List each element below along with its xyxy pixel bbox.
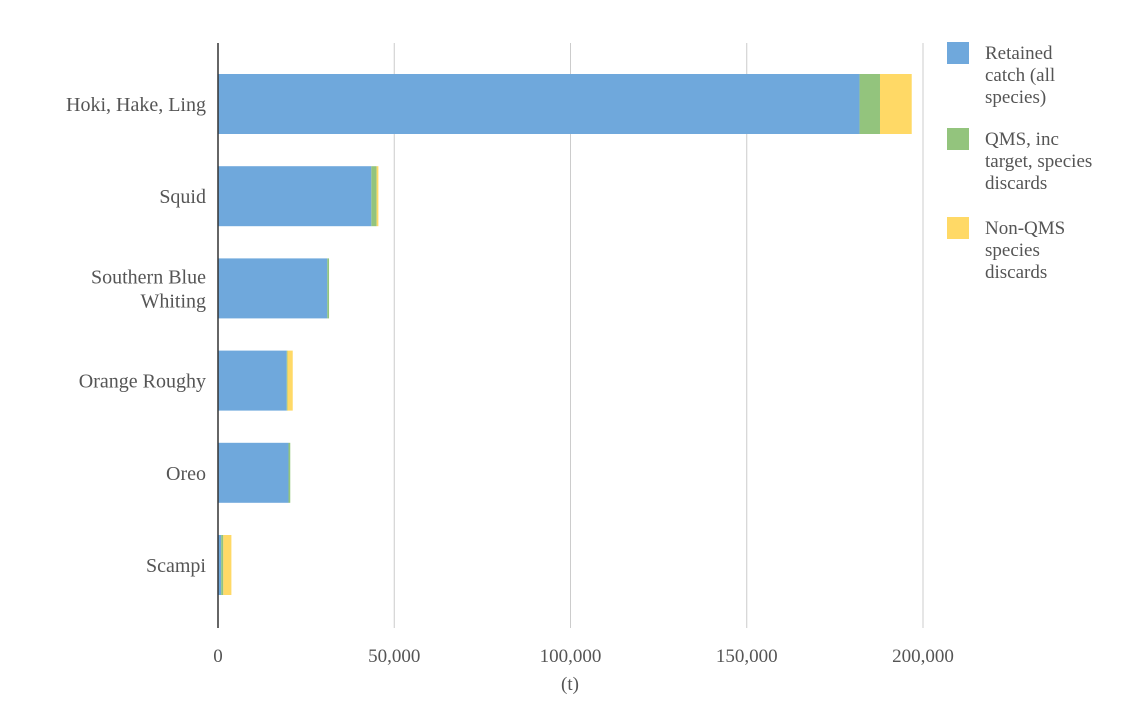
category-label-line: Orange Roughy bbox=[79, 371, 206, 393]
category-label: Orange Roughy bbox=[79, 371, 206, 393]
bar-segment bbox=[221, 535, 224, 595]
legend-label-line: discards bbox=[985, 173, 1047, 194]
legend-label-line: catch (all bbox=[985, 65, 1055, 86]
bar-segment bbox=[286, 350, 288, 411]
legend-label-line: discards bbox=[985, 262, 1047, 283]
legend-label-line: target, species bbox=[985, 151, 1092, 172]
category-label-line: Southern Blue bbox=[91, 266, 206, 288]
bar-segment bbox=[218, 258, 328, 319]
bars bbox=[218, 74, 912, 595]
bar-segment bbox=[879, 74, 912, 134]
category-label-line: Hoki, Hake, Ling bbox=[66, 94, 206, 116]
bar-segment bbox=[218, 442, 289, 503]
category-label: Squid bbox=[159, 186, 206, 208]
legend-swatch bbox=[947, 42, 969, 64]
legend-label: Non-QMS species discards bbox=[985, 218, 1065, 283]
category-label-line: Oreo bbox=[166, 463, 206, 485]
category-label-line: Whiting bbox=[140, 290, 206, 312]
x-tick-label: 50,000 bbox=[368, 646, 420, 667]
bar-segment bbox=[287, 350, 293, 411]
legend-swatch bbox=[947, 128, 969, 150]
bar-segment bbox=[327, 258, 330, 319]
x-tick-label: 150,000 bbox=[716, 646, 778, 667]
bar-segment bbox=[218, 350, 287, 411]
bar-segment bbox=[376, 166, 379, 227]
bar-segment bbox=[218, 74, 860, 134]
category-label: Hoki, Hake, Ling bbox=[66, 94, 206, 116]
category-label: Scampi bbox=[146, 555, 206, 577]
x-tick-label: 100,000 bbox=[540, 646, 602, 667]
category-label-line: Squid bbox=[159, 186, 206, 208]
gridlines bbox=[393, 43, 924, 628]
legend-label-line: Retained bbox=[985, 43, 1053, 64]
category-label: Southern Blue Whiting bbox=[91, 266, 206, 312]
legend-label-line: Non-QMS bbox=[985, 218, 1065, 239]
legend-label: Retained catch (all species) bbox=[985, 43, 1055, 108]
legend-label-line: species) bbox=[985, 87, 1046, 108]
category-label: Oreo bbox=[166, 463, 206, 485]
legend-label-line: species bbox=[985, 240, 1040, 261]
category-labels: Hoki, Hake, Ling Squid Southern Blue Whitin… bbox=[66, 94, 206, 577]
legend-label: QMS, inc target, species discards bbox=[985, 129, 1092, 194]
x-tick-label: 0 bbox=[213, 646, 223, 667]
bar-segment bbox=[218, 166, 372, 227]
bar-segment bbox=[223, 535, 232, 595]
legend: Retained catch (all species) QMS, inc target… bbox=[947, 42, 1092, 283]
x-tick-labels: 0 50,000 100,000 150,000 200,000 bbox=[213, 646, 954, 667]
bar-segment bbox=[859, 74, 880, 134]
legend-label-line: QMS, inc bbox=[985, 129, 1059, 150]
x-axis-title: (t) bbox=[561, 674, 579, 695]
bar-segment bbox=[371, 166, 377, 227]
x-tick-label: 200,000 bbox=[892, 646, 954, 667]
bar-segment bbox=[288, 442, 291, 503]
category-label-line: Scampi bbox=[146, 555, 206, 577]
bar-segment bbox=[218, 535, 222, 595]
legend-swatch bbox=[947, 217, 969, 239]
